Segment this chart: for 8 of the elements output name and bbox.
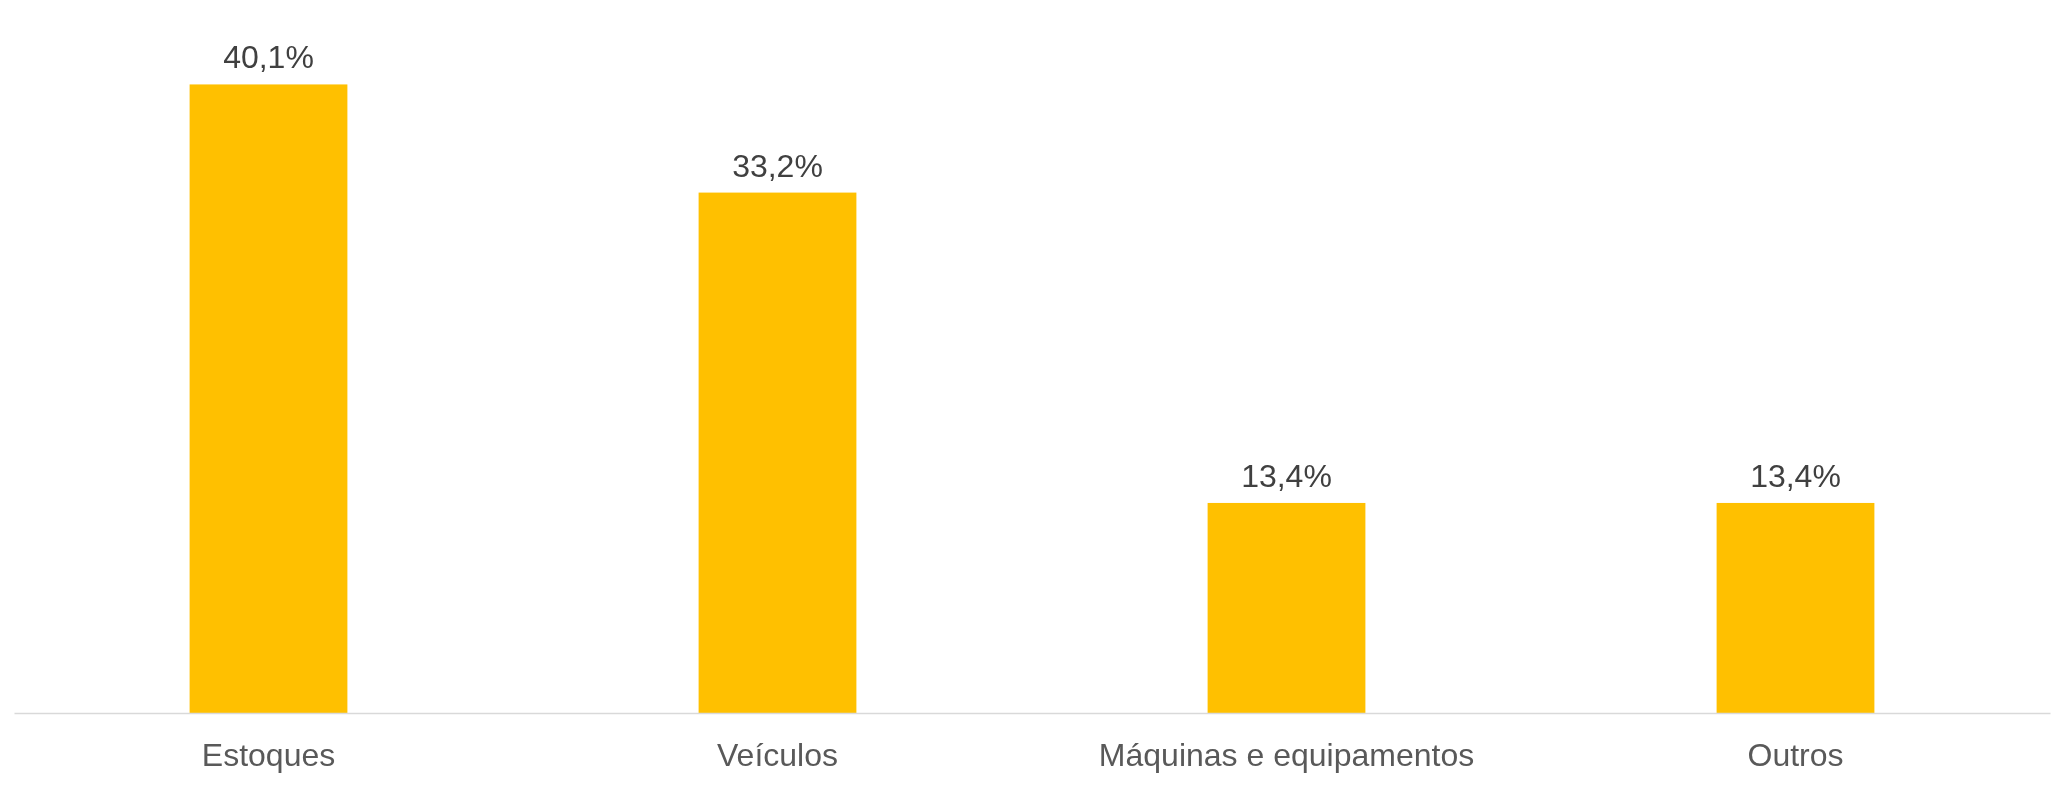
x-tick-label: Máquinas e equipamentos: [1098, 736, 1475, 773]
x-tick-label: Estoques: [201, 736, 336, 773]
x-tick-label: Outros: [1747, 736, 1844, 773]
data-label: 13,4%: [1241, 457, 1332, 494]
data-label: 33,2%: [732, 147, 823, 184]
data-label: 40,1%: [223, 39, 314, 76]
x-tick-label: Veículos: [717, 736, 838, 773]
data-label: 13,4%: [1750, 457, 1841, 494]
